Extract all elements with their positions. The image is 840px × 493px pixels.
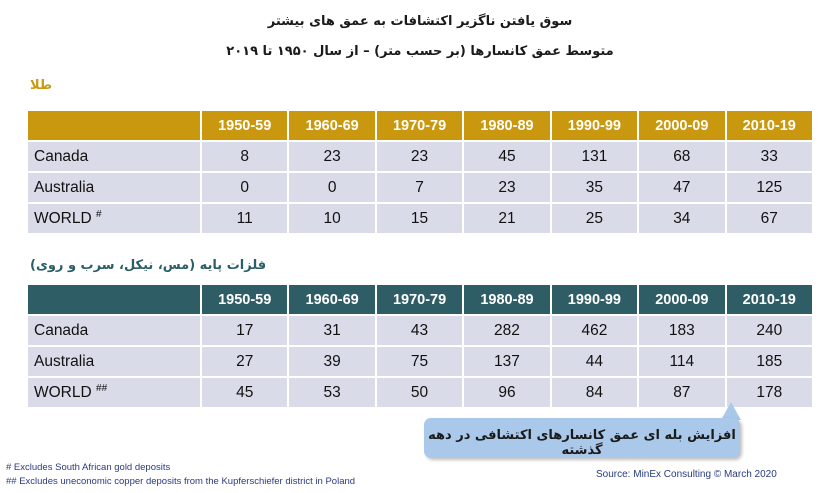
table-cell: 7 — [374, 171, 463, 202]
column-header: 1980-89 — [462, 285, 550, 314]
column-header: 1950-59 — [200, 285, 288, 314]
table-cell: 23 — [287, 140, 375, 171]
row-label: Australia — [28, 345, 200, 376]
table-cell: 137 — [462, 345, 550, 376]
table-cell: 45 — [462, 140, 550, 171]
table-row: Australia 27 39 75 137 44 114 185 — [28, 345, 812, 376]
table-cell: 10 — [287, 202, 375, 233]
footnote-marker: ## — [96, 382, 108, 394]
callout-pointer — [721, 402, 741, 420]
table-cell: 17 — [200, 314, 288, 345]
gold-section-label: طلا — [30, 78, 53, 93]
table-cell: 11 — [200, 202, 288, 233]
callout-text: افزایش بله ای عمق کانسارهای اکتشافی در د… — [428, 428, 736, 458]
table-cell: 25 — [549, 202, 638, 233]
table-cell: 0 — [200, 171, 288, 202]
table-row: Canada 17 31 43 282 462 183 240 — [28, 314, 812, 345]
gold-table-body: Canada 8 23 23 45 131 68 33 Australia 0 0 7 23 35 47 12… — [28, 140, 812, 233]
base-metals-depth-table: 1950-59 1960-69 1970-79 1980-89 1990-99 2000-… — [28, 285, 812, 407]
table-cell: 87 — [637, 376, 725, 407]
table-cell: 23 — [462, 171, 550, 202]
table-row: Canada 8 23 23 45 131 68 33 — [28, 140, 812, 171]
column-header: 1970-79 — [374, 111, 463, 140]
footnote-base-metals: ## Excludes uneconomic copper deposits f… — [6, 476, 356, 487]
table-cell: 240 — [724, 314, 812, 345]
row-label: Canada — [28, 140, 200, 171]
table-cell: 282 — [462, 314, 550, 345]
table-cell: 125 — [724, 171, 812, 202]
column-header: 1950-59 — [200, 111, 288, 140]
header-corner — [28, 111, 200, 140]
table-cell: 27 — [200, 345, 288, 376]
table-cell: 21 — [462, 202, 550, 233]
table-cell: 178 — [724, 376, 812, 407]
column-header: 1970-79 — [374, 285, 463, 314]
base-metals-table-body: Canada 17 31 43 282 462 183 240 Australia 27 39 75 1… — [28, 314, 812, 407]
table-cell: 183 — [637, 314, 725, 345]
table-cell: 68 — [637, 140, 725, 171]
table-cell: 84 — [549, 376, 638, 407]
row-name: Australia — [34, 178, 95, 196]
header-corner — [28, 285, 200, 314]
table-cell: 67 — [724, 202, 812, 233]
column-header: 1990-99 — [549, 285, 638, 314]
gold-depth-table: 1950-59 1960-69 1970-79 1980-89 1990-99 2000-… — [28, 111, 812, 233]
callout-box: افزایش بله ای عمق کانسارهای اکتشافی در د… — [424, 418, 740, 458]
table-cell: 114 — [637, 345, 725, 376]
table-cell: 43 — [374, 314, 463, 345]
table-cell: 47 — [637, 171, 725, 202]
table-cell: 33 — [724, 140, 812, 171]
table-cell: 8 — [200, 140, 288, 171]
column-header: 2010-19 — [724, 285, 812, 314]
column-header: 2000-09 — [637, 111, 725, 140]
table-cell: 31 — [287, 314, 375, 345]
row-name: WORLD — [34, 384, 92, 402]
base-metals-section-label: فلزات پایه (مس، نیکل، سرب و روی) — [30, 258, 267, 273]
row-name: WORLD — [34, 210, 92, 228]
table-cell: 45 — [200, 376, 288, 407]
table-cell: 34 — [637, 202, 725, 233]
row-name: Australia — [34, 352, 95, 370]
table-row: WORLD ## 45 53 50 96 84 87 178 — [28, 376, 812, 407]
row-label: Australia — [28, 171, 200, 202]
column-header: 1990-99 — [549, 111, 638, 140]
table-cell: 0 — [287, 171, 375, 202]
source-credit: Source: MinEx Consulting © March 2020 — [596, 469, 777, 480]
page-subtitle: متوسط عمق کانسارها (بر حسب متر) – از سال… — [226, 44, 614, 59]
table-cell: 96 — [462, 376, 550, 407]
row-label: Canada — [28, 314, 200, 345]
table-cell: 50 — [374, 376, 463, 407]
base-metals-header-row: 1950-59 1960-69 1970-79 1980-89 1990-99 2000-… — [28, 285, 812, 314]
gold-header-row: 1950-59 1960-69 1970-79 1980-89 1990-99 2000-… — [28, 111, 812, 140]
table-row: Australia 0 0 7 23 35 47 125 — [28, 171, 812, 202]
row-label: WORLD ## — [28, 376, 200, 407]
column-header: 2010-19 — [724, 111, 812, 140]
row-name: Canada — [34, 147, 89, 165]
table-cell: 15 — [374, 202, 463, 233]
table-cell: 53 — [287, 376, 375, 407]
table-cell: 39 — [287, 345, 375, 376]
table-cell: 44 — [549, 345, 638, 376]
table-cell: 131 — [549, 140, 638, 171]
row-label: WORLD # — [28, 202, 200, 233]
table-cell: 185 — [724, 345, 812, 376]
footnote-marker: # — [96, 208, 102, 220]
column-header: 1960-69 — [287, 285, 375, 314]
table-cell: 75 — [374, 345, 463, 376]
table-cell: 23 — [374, 140, 463, 171]
footnote-gold: # Excludes South African gold deposits — [6, 462, 171, 473]
row-name: Canada — [34, 321, 89, 339]
column-header: 2000-09 — [637, 285, 725, 314]
table-row: WORLD #11 10 15 21 25 34 67 — [28, 202, 812, 233]
column-header: 1960-69 — [287, 111, 375, 140]
table-cell: 35 — [549, 171, 638, 202]
page-title: سوق یافتن ناگزیر اکتشافات به عمق های بیش… — [267, 14, 573, 29]
column-header: 1980-89 — [462, 111, 550, 140]
table-cell: 462 — [549, 314, 638, 345]
